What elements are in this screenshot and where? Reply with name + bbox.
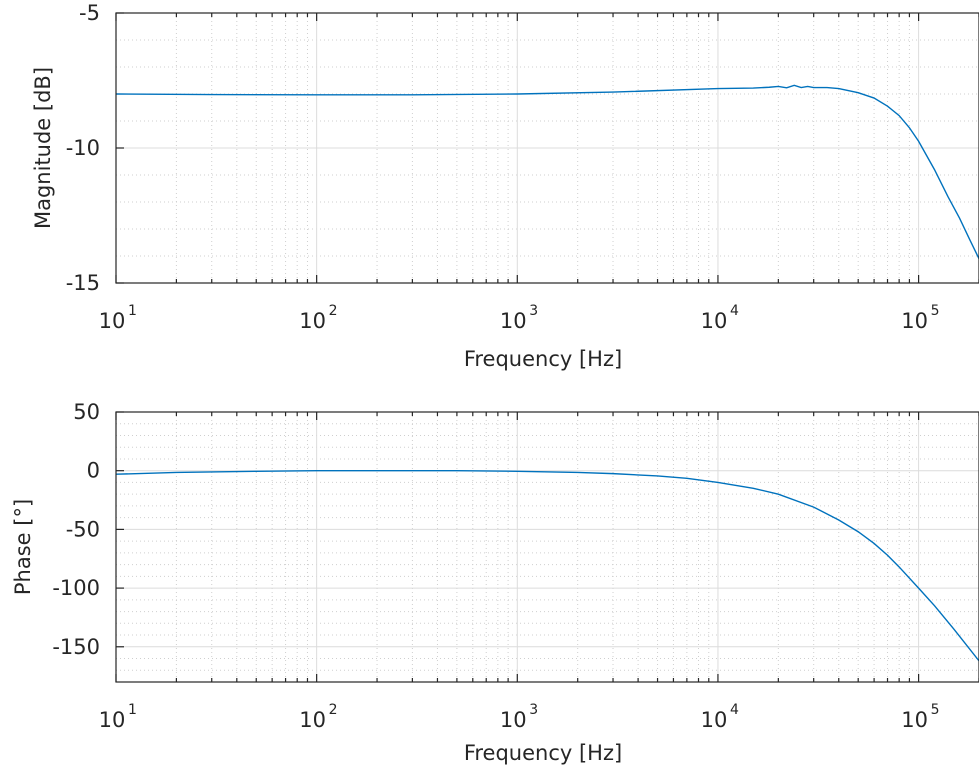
- magnitude-grid: [115, 12, 979, 284]
- x-tick-exponent: 4: [730, 303, 739, 319]
- x-tick-label: 10: [299, 708, 326, 732]
- x-tick-label: 10: [701, 309, 728, 333]
- phase-x-axis-label: Frequency [Hz]: [464, 741, 622, 765]
- magnitude-series-line: [115, 84, 979, 260]
- y-tick-label: 50: [73, 400, 100, 424]
- x-tick-exponent: 1: [128, 303, 137, 319]
- x-tick-label: 10: [901, 708, 928, 732]
- x-tick-label: 10: [299, 309, 326, 333]
- x-tick-label: 10: [500, 309, 527, 333]
- y-tick-label: -15: [66, 271, 100, 295]
- y-tick-label: -50: [66, 517, 100, 541]
- magnitude-y-axis-label: Magnitude [dB]: [31, 67, 55, 229]
- phase-axis-box: [115, 411, 979, 683]
- x-tick-exponent: 5: [931, 303, 940, 319]
- x-tick-label: 10: [500, 708, 527, 732]
- x-tick-exponent: 5: [931, 702, 940, 718]
- y-tick-label: -100: [52, 576, 100, 600]
- y-tick-label: -150: [52, 635, 100, 659]
- x-tick-label: 10: [901, 309, 928, 333]
- magnitude-x-axis-label: Frequency [Hz]: [464, 347, 622, 371]
- y-tick-label: -5: [79, 1, 100, 25]
- y-tick-label: -10: [66, 136, 100, 160]
- x-tick-label: 10: [99, 708, 126, 732]
- x-tick-exponent: 3: [529, 702, 538, 718]
- x-tick-exponent: 3: [529, 303, 538, 319]
- x-tick-exponent: 4: [730, 702, 739, 718]
- phase-series-line: [115, 470, 979, 662]
- x-tick-label: 10: [99, 309, 126, 333]
- y-tick-label: 0: [87, 459, 100, 483]
- phase-grid: [115, 411, 979, 683]
- x-tick-exponent: 1: [128, 702, 137, 718]
- x-tick-label: 10: [701, 708, 728, 732]
- x-tick-exponent: 2: [329, 702, 338, 718]
- x-tick-exponent: 2: [329, 303, 338, 319]
- phase-y-axis-label: Phase [°]: [11, 499, 35, 595]
